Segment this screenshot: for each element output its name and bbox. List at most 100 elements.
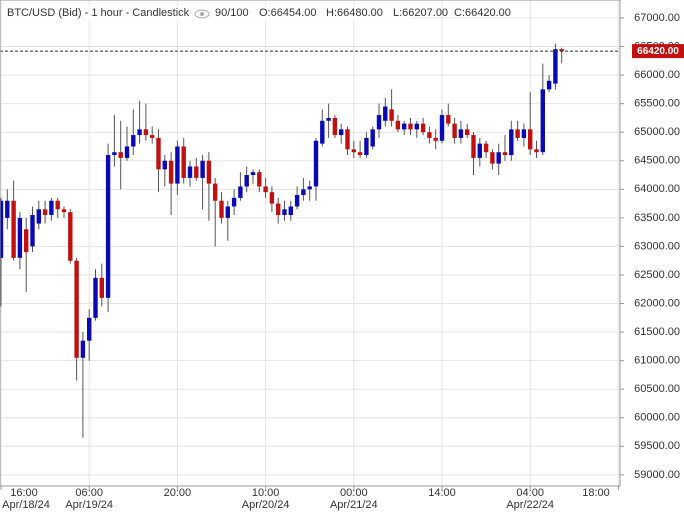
x-tick-label: 20:00 xyxy=(164,487,192,499)
candle-body xyxy=(194,166,199,178)
candle-body xyxy=(269,192,275,204)
candle-body xyxy=(80,340,86,358)
candle-body xyxy=(263,186,268,193)
candle-body xyxy=(244,175,249,187)
chart-title: BTC/USD (Bid) - 1 hour - Candlestick xyxy=(7,7,190,19)
candle-body xyxy=(339,129,344,136)
y-tick-label: 64000.00 xyxy=(634,183,680,195)
candle-body xyxy=(364,137,369,156)
candle-body xyxy=(383,106,388,121)
x-tick-label: 18:00 xyxy=(582,487,610,499)
x-date-label: Apr/21/24 xyxy=(330,499,378,511)
candle-body xyxy=(288,206,293,216)
eye-icon xyxy=(194,9,210,19)
candle-body xyxy=(99,277,104,298)
candle-body xyxy=(402,123,407,130)
candle-body xyxy=(131,135,136,147)
candle-body xyxy=(351,149,356,153)
candle-body xyxy=(326,117,331,121)
candle-body xyxy=(206,160,212,184)
x-date-label: Apr/19/24 xyxy=(65,499,113,511)
candle-body xyxy=(30,215,35,247)
candle-body xyxy=(528,129,533,150)
x-date-label: Apr/18/24 xyxy=(2,499,50,511)
candle-body xyxy=(276,203,281,216)
header-bg xyxy=(2,5,412,21)
last-price-label: 66420.00 xyxy=(637,46,679,57)
axes: 59000.00 59500.00 60000.00 60500.00 61000.00… xyxy=(0,12,684,511)
candle-body xyxy=(175,146,180,184)
candle-body xyxy=(282,209,287,216)
last-price-box xyxy=(632,44,684,59)
y-tick-label: 59000.00 xyxy=(634,469,680,481)
candle-body xyxy=(546,80,552,90)
candle-body xyxy=(200,160,205,178)
candle-body xyxy=(49,200,54,216)
candle-body xyxy=(150,135,155,138)
candle-body xyxy=(515,129,520,138)
candle-body xyxy=(219,200,224,218)
candle-body xyxy=(395,120,401,130)
candle-body xyxy=(68,212,73,261)
x-tick-label: 16:00 xyxy=(10,487,38,499)
info-close: C:66420.00 xyxy=(454,7,511,19)
candle-body xyxy=(502,152,508,156)
y-tick-label: 64500.00 xyxy=(634,155,680,167)
candle-body xyxy=(376,115,382,130)
candle-body xyxy=(471,135,476,158)
candle-body xyxy=(137,129,142,136)
y-tick-label: 63500.00 xyxy=(634,212,680,224)
candle-body xyxy=(414,123,419,130)
candle-body xyxy=(452,123,457,138)
y-tick-label: 63000.00 xyxy=(634,240,680,252)
candle-body xyxy=(446,115,451,124)
candle-body xyxy=(553,49,558,84)
candle-body xyxy=(5,200,10,218)
candle-body xyxy=(370,129,375,147)
candle-body xyxy=(225,206,230,218)
candle-body xyxy=(238,186,243,198)
candle-body xyxy=(61,209,67,213)
candle-body xyxy=(112,152,117,156)
info-open: O:66454.00 xyxy=(259,7,317,19)
candle-body xyxy=(187,166,193,178)
candle-body xyxy=(313,140,319,187)
candle-body xyxy=(36,209,41,224)
candle-body xyxy=(168,160,174,184)
candle-body xyxy=(105,155,111,298)
candle-body xyxy=(490,152,495,164)
y-tick-label: 60500.00 xyxy=(634,383,680,395)
candle-body xyxy=(250,172,256,176)
x-date-label: Apr/22/24 xyxy=(506,499,554,511)
candle-body xyxy=(332,117,338,136)
candle-body xyxy=(307,186,312,190)
y-tick-label: 61000.00 xyxy=(634,355,680,367)
candle-body xyxy=(181,146,186,178)
candle-body xyxy=(559,49,564,52)
candle-body xyxy=(294,195,300,207)
x-date-label: Apr/20/24 xyxy=(242,499,290,511)
candle-body xyxy=(162,160,167,170)
candle-body xyxy=(521,129,527,138)
y-tick-label: 65000.00 xyxy=(634,126,680,138)
candle-body xyxy=(439,115,445,141)
candle-body xyxy=(124,146,130,158)
candle-body xyxy=(534,149,539,153)
candle-body xyxy=(118,152,123,158)
y-tick-label: 60000.00 xyxy=(634,412,680,424)
plot-frame xyxy=(0,0,621,487)
candle-body xyxy=(433,137,438,141)
candle-body xyxy=(231,197,237,207)
y-tick-label: 67000.00 xyxy=(634,12,680,24)
candle-body xyxy=(458,129,464,138)
candle-body xyxy=(408,123,413,130)
candle-body xyxy=(55,200,60,210)
candle-body xyxy=(87,317,92,341)
x-tick-label: 14:00 xyxy=(428,487,456,499)
candle-body xyxy=(509,129,514,156)
info-low: L:66207.00 xyxy=(393,7,448,19)
candle-body xyxy=(427,132,432,138)
candle-body xyxy=(320,120,325,144)
counter: 90/100 xyxy=(215,7,249,19)
